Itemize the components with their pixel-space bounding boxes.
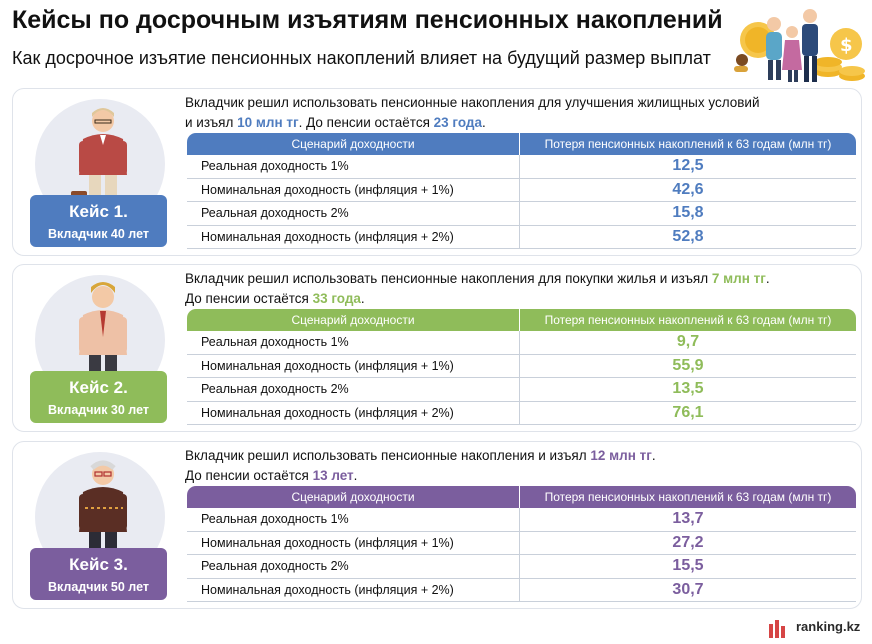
years-to-retirement: 23 года bbox=[433, 115, 482, 130]
scenario-cell: Номинальная доходность (инфляция + 2%) bbox=[187, 225, 520, 249]
case-description-1: Вкладчик решил использовать пенсионные н… bbox=[185, 93, 855, 133]
scenario-cell: Реальная доходность 1% bbox=[187, 331, 520, 355]
ranking-logo: ranking.kz bbox=[768, 616, 868, 638]
description-line-1: Вкладчик решил использовать пенсионные н… bbox=[185, 269, 855, 289]
case-card-2: Кейс 2. Вкладчик 30 лет Вкладчик решил и… bbox=[12, 264, 862, 432]
years-to-retirement: 33 года bbox=[312, 291, 361, 306]
text-fragment: . bbox=[482, 115, 486, 130]
loss-value: 27,2 bbox=[520, 532, 856, 555]
table-row: Реальная доходность 1% 13,7 bbox=[187, 508, 856, 532]
page-title: Кейсы по досрочным изъятиям пенсионных н… bbox=[12, 6, 723, 34]
loss-value: 30,7 bbox=[520, 579, 856, 602]
column-header-scenario: Сценарий доходности bbox=[187, 486, 520, 508]
description-line-2: До пенсии остаётся 33 года. bbox=[185, 289, 855, 309]
text-fragment: . bbox=[360, 291, 365, 306]
scenario-cell: Номинальная доходность (инфляция + 1%) bbox=[187, 354, 520, 378]
withdrawn-amount: 7 млн тг bbox=[711, 271, 766, 286]
text-fragment: . До пенсии остаётся bbox=[298, 115, 434, 130]
depositor-age: Вкладчик 50 лет bbox=[48, 580, 149, 594]
depositor-age: Вкладчик 30 лет bbox=[48, 403, 149, 417]
table-row: Реальная доходность 1% 12,5 bbox=[187, 155, 856, 179]
column-header-loss: Потеря пенсионных накоплений к 63 годам … bbox=[520, 133, 856, 155]
loss-value: 13,5 bbox=[520, 378, 856, 402]
loss-value: 52,8 bbox=[520, 226, 856, 249]
table-row: Номинальная доходность (инфляция + 1%) 42… bbox=[187, 178, 856, 202]
case-card-1: Кейс 1. Вкладчик 40 лет Вкладчик решил и… bbox=[12, 88, 862, 256]
loss-table-3: Сценарий доходности Потеря пенсионных на… bbox=[187, 486, 856, 602]
text-fragment: . bbox=[765, 271, 770, 286]
scenario-cell: Реальная доходность 1% bbox=[187, 508, 520, 532]
description-line-2: До пенсии остаётся 13 лет. bbox=[185, 466, 855, 486]
scenario-cell: Реальная доходность 1% bbox=[187, 155, 520, 179]
table-row: Номинальная доходность (инфляция + 2%) 52… bbox=[187, 225, 856, 249]
case-number: Кейс 2. bbox=[69, 378, 128, 397]
description-line-1: Вкладчик решил использовать пенсионные н… bbox=[185, 95, 760, 110]
family-coins-illustration-icon: $ bbox=[734, 9, 865, 82]
column-header-loss: Потеря пенсионных накоплений к 63 годам … bbox=[520, 486, 856, 508]
loss-value: 13,7 bbox=[520, 508, 856, 532]
loss-value: 76,1 bbox=[520, 402, 856, 425]
logo-text: ranking.kz bbox=[796, 619, 861, 634]
loss-value: 15,8 bbox=[520, 202, 856, 226]
loss-value: 15,5 bbox=[520, 555, 856, 579]
table-row: Номинальная доходность (инфляция + 1%) 55… bbox=[187, 354, 856, 378]
text-fragment: До пенсии остаётся bbox=[185, 291, 313, 306]
loss-value: 55,9 bbox=[520, 355, 856, 378]
scenario-cell: Номинальная доходность (инфляция + 1%) bbox=[187, 178, 520, 202]
text-fragment: До пенсии остаётся bbox=[185, 468, 313, 483]
scenario-cell: Реальная доходность 2% bbox=[187, 202, 520, 226]
loss-value: 12,5 bbox=[520, 155, 856, 179]
case-badge-2: Кейс 2. Вкладчик 30 лет bbox=[30, 371, 167, 423]
withdrawn-amount: 10 млн тг bbox=[237, 115, 299, 130]
case-number: Кейс 1. bbox=[69, 202, 128, 221]
text-fragment: Вкладчик решил использовать пенсионные н… bbox=[185, 271, 712, 286]
svg-text:$: $ bbox=[840, 35, 853, 56]
scenario-cell: Номинальная доходность (инфляция + 1%) bbox=[187, 531, 520, 555]
table-row: Номинальная доходность (инфляция + 1%) 27… bbox=[187, 531, 856, 555]
table-row: Реальная доходность 2% 13,5 bbox=[187, 378, 856, 402]
column-header-scenario: Сценарий доходности bbox=[187, 133, 520, 155]
column-header-scenario: Сценарий доходности bbox=[187, 309, 520, 331]
ranking-logo-bars-icon bbox=[769, 620, 785, 638]
table-row: Реальная доходность 2% 15,8 bbox=[187, 202, 856, 226]
depositor-age: Вкладчик 40 лет bbox=[48, 227, 149, 241]
loss-table-1: Сценарий доходности Потеря пенсионных на… bbox=[187, 133, 856, 249]
text-fragment: . bbox=[651, 448, 656, 463]
case-number: Кейс 3. bbox=[69, 555, 128, 574]
table-row: Номинальная доходность (инфляция + 2%) 30… bbox=[187, 578, 856, 602]
case-description-2: Вкладчик решил использовать пенсионные н… bbox=[185, 269, 855, 309]
table-row: Реальная доходность 2% 15,5 bbox=[187, 555, 856, 579]
loss-value: 42,6 bbox=[520, 179, 856, 202]
description-line-1: Вкладчик решил использовать пенсионные н… bbox=[185, 446, 855, 466]
page-subtitle: Как досрочное изъятие пенсионных накопле… bbox=[12, 48, 711, 68]
case-description-3: Вкладчик решил использовать пенсионные н… bbox=[185, 446, 855, 486]
loss-table-2: Сценарий доходности Потеря пенсионных на… bbox=[187, 309, 856, 425]
withdrawn-amount: 12 млн тг bbox=[590, 448, 652, 463]
scenario-cell: Номинальная доходность (инфляция + 2%) bbox=[187, 401, 520, 425]
scenario-cell: Реальная доходность 2% bbox=[187, 555, 520, 579]
years-to-retirement: 13 лет bbox=[312, 468, 354, 483]
text-fragment: . bbox=[353, 468, 358, 483]
scenario-cell: Номинальная доходность (инфляция + 2%) bbox=[187, 578, 520, 602]
text-fragment: Вкладчик решил использовать пенсионные н… bbox=[185, 448, 591, 463]
table-row: Реальная доходность 1% 9,7 bbox=[187, 331, 856, 355]
description-line-2: и изъял 10 млн тг. До пенсии остаётся 23… bbox=[185, 113, 855, 133]
column-header-loss: Потеря пенсионных накоплений к 63 годам … bbox=[520, 309, 856, 331]
case-badge-3: Кейс 3. Вкладчик 50 лет bbox=[30, 548, 167, 600]
table-row: Номинальная доходность (инфляция + 2%) 76… bbox=[187, 401, 856, 425]
case-badge-1: Кейс 1. Вкладчик 40 лет bbox=[30, 195, 167, 247]
scenario-cell: Реальная доходность 2% bbox=[187, 378, 520, 402]
loss-value: 9,7 bbox=[520, 331, 856, 355]
case-card-3: Кейс 3. Вкладчик 50 лет Вкладчик решил и… bbox=[12, 441, 862, 609]
text-fragment: и изъял bbox=[185, 115, 238, 130]
